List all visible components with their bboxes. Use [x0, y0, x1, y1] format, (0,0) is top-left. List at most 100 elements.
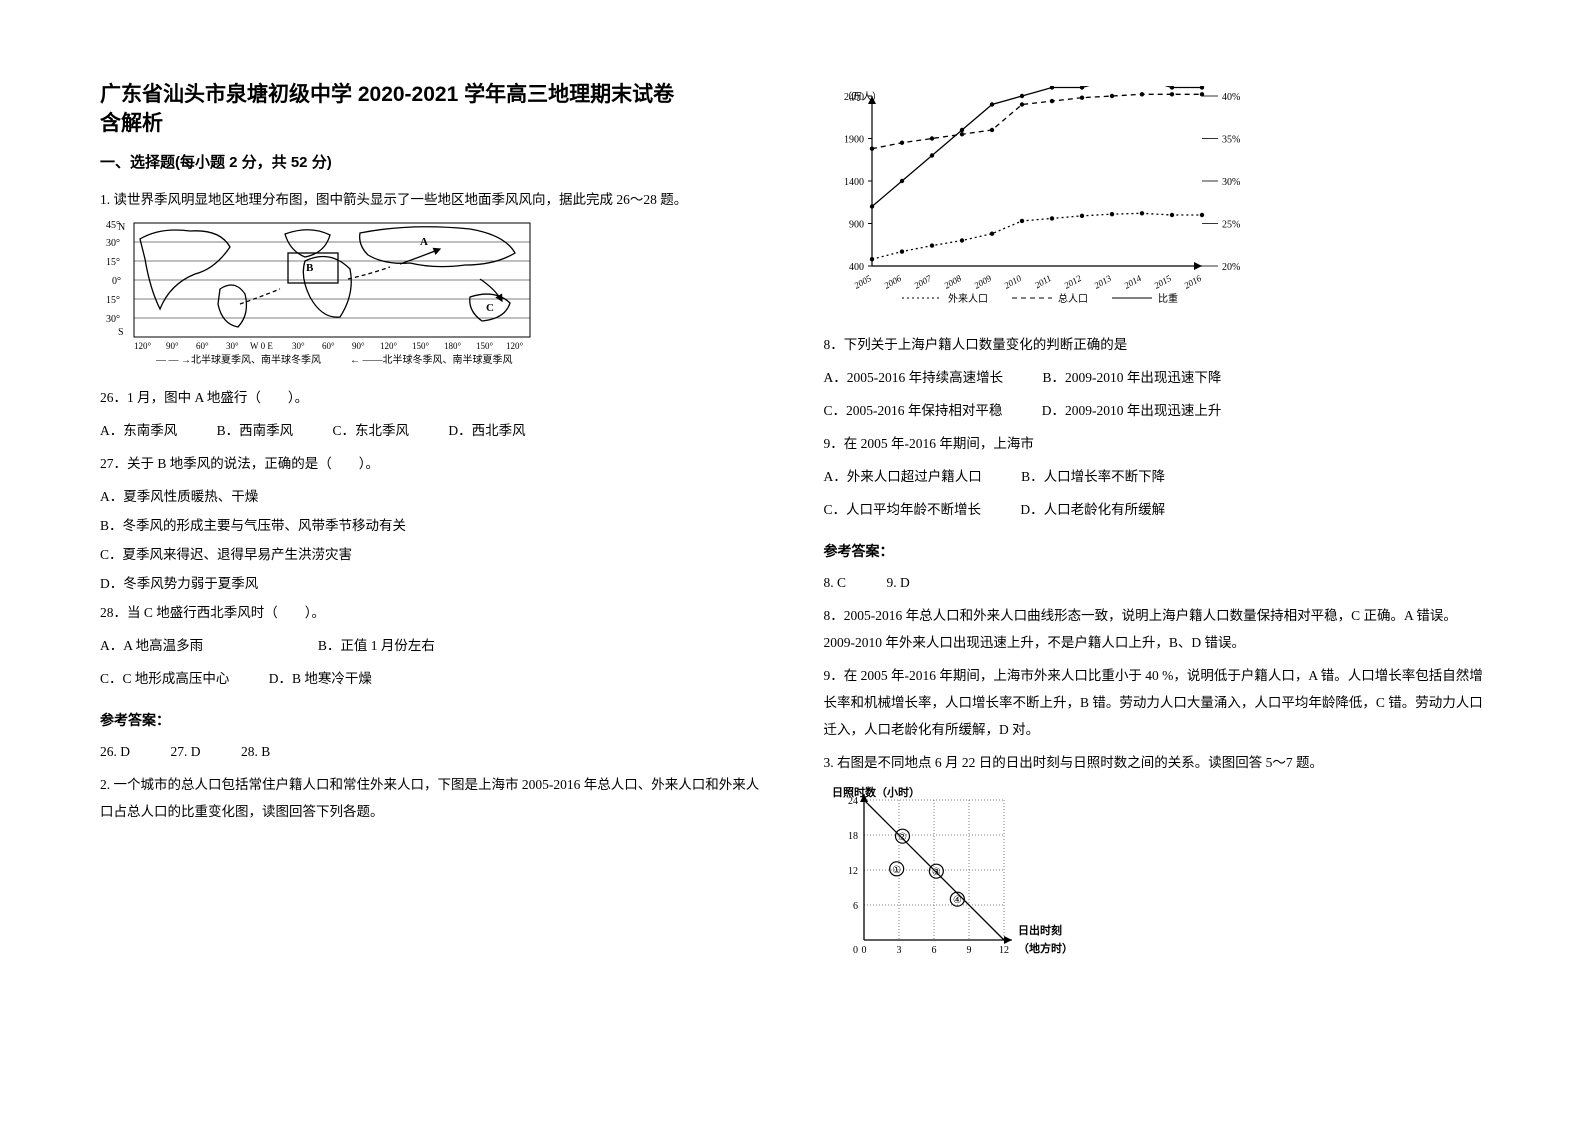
svg-text:30%: 30% — [1222, 177, 1240, 188]
svg-text:外来人口: 外来人口 — [948, 293, 988, 305]
svg-text:日出时刻: 日出时刻 — [1018, 923, 1062, 937]
q26-opt-a: A．东南季风 — [100, 417, 177, 444]
svg-text:③: ③ — [931, 867, 940, 878]
svg-text:1400: 1400 — [844, 177, 864, 188]
svg-text:2010: 2010 — [1002, 273, 1023, 291]
left-column: 广东省汕头市泉塘初级中学 2020-2021 学年高三地理期末试卷 含解析 一、… — [100, 80, 764, 1082]
answer-head-1: 参考答案： — [100, 710, 764, 730]
sunrise-duration-chart: 03691261218240①②③④日照时数（小时）日出时刻（地方时） — [824, 782, 1488, 977]
q27-opt-a: A．夏季风性质暖热、干燥 — [100, 483, 764, 510]
svg-text:①: ① — [892, 865, 901, 876]
svg-text:35%: 35% — [1222, 135, 1240, 146]
q28-opt-d: D．B 地寒冷干燥 — [269, 665, 372, 692]
q27-opt-c: C．夏季风来得迟、退得早易产生洪涝灾害 — [100, 541, 764, 568]
svg-text:S: S — [118, 327, 124, 338]
q9-stem: 9．在 2005 年-2016 年期间，上海市 — [824, 430, 1488, 457]
svg-text:④: ④ — [952, 895, 961, 906]
world-monsoon-map: A B C 45° 30° 15° 0° 15° 3 — [100, 219, 764, 374]
svg-text:15°: 15° — [106, 295, 120, 306]
q27-opt-b: B．冬季风的形成主要与气压带、风带季节移动有关 — [100, 512, 764, 539]
q9-options-row1: A．外来人口超过户籍人口 B．人口增长率不断下降 — [824, 463, 1488, 490]
q28-opt-c: C．C 地形成高压中心 — [100, 665, 229, 692]
svg-text:2014: 2014 — [1122, 273, 1143, 291]
svg-text:90°: 90° — [352, 341, 365, 351]
q28-opt-a: A．A 地高温多雨 — [100, 632, 203, 659]
q27-options: A．夏季风性质暖热、干燥 B．冬季风的形成主要与气压带、风带季节移动有关 C．夏… — [100, 483, 764, 597]
title-line-2: 含解析 — [100, 109, 764, 138]
q1-stem: 1. 读世界季风明显地区地理分布图，图中箭头显示了一些地区地面季风风向，据此完成… — [100, 186, 764, 213]
svg-text:2009: 2009 — [972, 273, 993, 291]
q27-opt-d: D．冬季风势力弱于夏季风 — [100, 570, 764, 597]
shanghai-population-chart: 400900140019002400（万人）20%25%30%35%40%200… — [824, 86, 1488, 321]
q28-options-row2: C．C 地形成高压中心 D．B 地寒冷干燥 — [100, 665, 764, 692]
svg-text:180°: 180° — [444, 341, 462, 351]
title-line-1: 广东省汕头市泉塘初级中学 2020-2021 学年高三地理期末试卷 — [100, 80, 764, 109]
svg-text:120°: 120° — [506, 341, 524, 351]
q8-options-row1: A．2005-2016 年持续高速增长 B．2009-2010 年出现迅速下降 — [824, 364, 1488, 391]
svg-text:N: N — [118, 222, 125, 233]
q9-opt-b: B．人口增长率不断下降 — [1021, 463, 1165, 490]
q9-options-row2: C．人口平均年龄不断增长 D．人口老龄化有所缓解 — [824, 496, 1488, 523]
q28-options-row1: A．A 地高温多雨 B．正值 1 月份左右 — [100, 632, 764, 659]
svg-text:2015: 2015 — [1152, 273, 1173, 291]
answer-line-2: 8. C 9. D — [824, 569, 1488, 596]
svg-text:总人口: 总人口 — [1058, 292, 1088, 305]
q9-opt-d: D．人口老龄化有所缓解 — [1020, 496, 1165, 523]
svg-text:150°: 150° — [412, 341, 430, 351]
map-label-c: C — [486, 302, 494, 314]
svg-text:（地方时）: （地方时） — [1018, 941, 1073, 955]
svg-text:日照时数（小时）: 日照时数（小时） — [832, 785, 920, 799]
q26-stem: 26．1 月，图中 A 地盛行（ ）。 — [100, 384, 764, 411]
svg-text:20%: 20% — [1222, 262, 1240, 273]
map-label-b: B — [306, 262, 314, 274]
svg-text:9: 9 — [966, 945, 971, 956]
svg-text:150°: 150° — [476, 341, 494, 351]
svg-text:120°: 120° — [380, 341, 398, 351]
svg-text:0: 0 — [861, 945, 866, 956]
svg-text:2011: 2011 — [1032, 273, 1052, 290]
q27-stem: 27．关于 B 地季风的说法，正确的是（ ）。 — [100, 450, 764, 477]
svg-text:（万人）: （万人） — [842, 91, 882, 103]
svg-text:15°: 15° — [106, 257, 120, 268]
svg-text:30°: 30° — [106, 314, 120, 325]
answer-line-1: 26. D 27. D 28. B — [100, 738, 764, 765]
svg-text:2007: 2007 — [912, 273, 933, 291]
q2-stem: 2. 一个城市的总人口包括常住户籍人口和常住外来人口，下图是上海市 2005-2… — [100, 771, 764, 825]
svg-text:18: 18 — [848, 831, 858, 842]
svg-text:30°: 30° — [106, 238, 120, 249]
q8-opt-d: D．2009-2010 年出现迅速上升 — [1042, 397, 1222, 424]
right-column: 400900140019002400（万人）20%25%30%35%40%200… — [824, 80, 1488, 1082]
q3-stem: 3. 右图是不同地点 6 月 22 日的日出时刻与日照时数之间的关系。读图回答 … — [824, 749, 1488, 776]
q26-opt-b: B．西南季风 — [217, 417, 294, 444]
q9-opt-a: A．外来人口超过户籍人口 — [824, 463, 982, 490]
svg-text:3: 3 — [896, 945, 901, 956]
svg-text:W 0 E: W 0 E — [250, 341, 273, 351]
svg-text:12: 12 — [848, 866, 858, 877]
svg-text:120°: 120° — [134, 341, 152, 351]
svg-text:1900: 1900 — [844, 135, 864, 146]
svg-text:900: 900 — [849, 220, 864, 231]
q8-stem: 8．下列关于上海户籍人口数量变化的判断正确的是 — [824, 331, 1488, 358]
svg-text:30°: 30° — [292, 341, 305, 351]
svg-text:2008: 2008 — [942, 273, 963, 291]
map-legend-left: — — →北半球夏季风、南半球冬季风 — [155, 353, 321, 366]
svg-text:60°: 60° — [196, 341, 209, 351]
q26-options: A．东南季风 B．西南季风 C．东北季风 D．西北季风 — [100, 417, 764, 444]
svg-text:比重: 比重 — [1158, 292, 1178, 305]
svg-text:2005: 2005 — [852, 273, 873, 291]
svg-text:12: 12 — [999, 945, 1009, 956]
svg-text:2006: 2006 — [882, 273, 903, 291]
q28-opt-b: B．正值 1 月份左右 — [318, 632, 435, 659]
svg-text:0: 0 — [853, 945, 858, 956]
q9-opt-c: C．人口平均年龄不断增长 — [824, 496, 982, 523]
q26-opt-d: D．西北季风 — [448, 417, 525, 444]
svg-text:6: 6 — [853, 901, 858, 912]
svg-text:40%: 40% — [1222, 92, 1240, 103]
map-legend-right: ← ——北半球冬季风、南半球夏季风 — [350, 353, 513, 366]
q8-opt-c: C．2005-2016 年保持相对平稳 — [824, 397, 1003, 424]
svg-text:25%: 25% — [1222, 220, 1240, 231]
q28-stem: 28．当 C 地盛行西北季风时（ ）。 — [100, 599, 764, 626]
svg-text:6: 6 — [931, 945, 936, 956]
svg-text:2012: 2012 — [1062, 273, 1083, 291]
svg-text:60°: 60° — [322, 341, 335, 351]
